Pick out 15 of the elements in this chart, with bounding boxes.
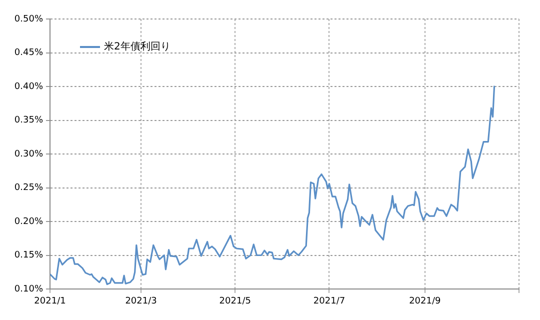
x-tick-label: 2021/1 [34, 296, 66, 307]
y-tick-label: 0.35% [14, 116, 44, 126]
x-tick-label: 2021/7 [313, 296, 346, 307]
y-tick-label: 0.40% [14, 82, 44, 92]
y-tick-label: 0.45% [14, 48, 44, 58]
y-tick-label: 0.50% [14, 14, 44, 24]
x-tick-label: 2021/9 [409, 296, 441, 307]
y-tick-label: 0.30% [14, 149, 44, 160]
y-tick-label: 0.25% [14, 183, 44, 194]
x-tick-label: 2021/5 [219, 296, 251, 307]
y-tick-label: 0.20% [14, 216, 44, 227]
y-tick-label: 0.15% [14, 250, 44, 261]
y-tick-label: 0.10% [14, 284, 44, 294]
x-tick-label: 2021/3 [125, 296, 157, 307]
legend-label: 米2年債利回り [104, 40, 170, 53]
